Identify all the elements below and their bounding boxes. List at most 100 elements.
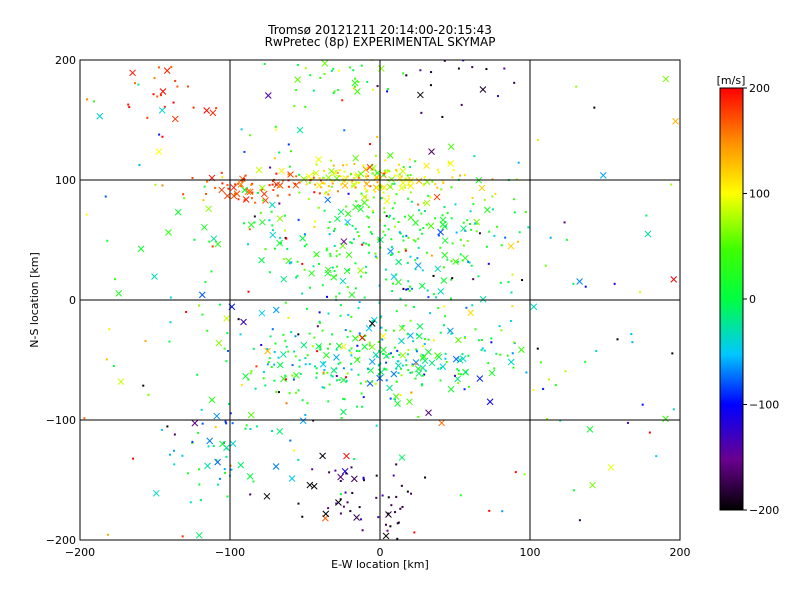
data-point: [496, 95, 499, 98]
data-point: [254, 201, 257, 204]
data-point: [564, 370, 567, 373]
data-point: [228, 402, 231, 405]
data-point-cross: [159, 88, 167, 95]
data-point: [648, 431, 651, 434]
data-point-cross: [255, 166, 263, 174]
data-point-cross: [423, 162, 430, 170]
data-point-cross: [152, 489, 160, 497]
data-point: [247, 290, 250, 293]
data-point: [375, 424, 378, 427]
data-point-cross: [460, 225, 467, 232]
data-point: [339, 314, 342, 317]
data-point-cross: [351, 334, 359, 342]
data-point: [326, 371, 329, 374]
data-point: [360, 392, 363, 395]
data-point: [288, 193, 291, 196]
data-point: [490, 341, 493, 344]
data-point: [223, 347, 226, 350]
data-point: [160, 428, 163, 431]
data-point-cross: [368, 343, 376, 351]
data-point-cross: [441, 251, 449, 259]
data-point: [437, 307, 440, 310]
data-point: [285, 402, 288, 405]
data-point-cross: [428, 148, 435, 155]
data-point: [348, 349, 351, 352]
data-point: [225, 360, 228, 363]
data-point: [409, 191, 412, 194]
data-point: [374, 382, 377, 385]
data-point: [513, 81, 516, 84]
data-point: [345, 163, 348, 166]
data-point: [501, 510, 504, 513]
data-point-cross: [358, 334, 366, 342]
data-point-cross: [662, 415, 669, 423]
data-point: [163, 105, 166, 108]
data-point: [376, 181, 379, 184]
data-point: [394, 174, 397, 177]
data-point: [256, 191, 259, 194]
data-point: [225, 422, 228, 425]
data-point: [297, 333, 300, 336]
data-point: [392, 355, 395, 358]
data-point: [572, 489, 575, 492]
data-point: [297, 218, 300, 221]
data-point: [309, 74, 312, 77]
data-point: [327, 193, 330, 196]
data-point: [350, 368, 353, 371]
data-point: [346, 501, 349, 504]
data-point: [274, 125, 277, 128]
data-point: [366, 189, 369, 192]
y-tick-label: 0: [69, 294, 76, 307]
data-point: [335, 295, 338, 298]
data-point: [368, 251, 371, 254]
data-point: [112, 364, 115, 367]
data-point: [183, 197, 186, 200]
data-point: [249, 134, 252, 137]
data-point: [319, 348, 322, 351]
data-point: [317, 262, 320, 265]
data-point: [383, 207, 386, 210]
data-point: [376, 85, 379, 88]
data-point: [271, 429, 274, 432]
data-point-cross: [241, 186, 249, 194]
data-point: [312, 172, 315, 175]
data-point: [455, 231, 458, 234]
data-point: [356, 231, 359, 234]
data-point: [390, 253, 393, 256]
data-point: [245, 424, 248, 427]
data-point: [327, 185, 330, 188]
data-point: [405, 234, 408, 237]
data-point-cross: [201, 223, 208, 231]
data-point: [322, 361, 325, 364]
data-point: [401, 364, 404, 367]
data-point: [304, 105, 307, 108]
data-point-cross: [438, 419, 445, 427]
data-point: [504, 236, 507, 239]
data-point: [335, 250, 338, 253]
data-point: [402, 72, 405, 75]
data-point: [450, 260, 453, 263]
data-point: [422, 227, 425, 230]
data-point-cross: [394, 400, 401, 407]
x-tick-label: 100: [520, 546, 541, 559]
data-point: [381, 494, 384, 497]
data-point: [298, 191, 301, 194]
data-point: [511, 305, 514, 308]
data-point-cross: [398, 454, 406, 461]
data-point: [278, 202, 281, 205]
data-point: [350, 242, 353, 245]
data-point: [440, 188, 443, 191]
data-point: [447, 161, 450, 164]
data-point: [86, 98, 89, 101]
data-point: [353, 182, 356, 185]
data-point: [212, 444, 215, 447]
data-point: [346, 335, 349, 338]
data-point-cross: [258, 256, 265, 264]
data-point: [377, 340, 380, 343]
data-point-cross: [324, 269, 332, 277]
data-point: [437, 367, 440, 370]
data-point-cross: [315, 342, 323, 350]
data-point: [316, 325, 319, 328]
data-point: [450, 297, 453, 300]
chart-title: Tromsø 20121211 20:14:00-20:15:43: [268, 23, 492, 37]
